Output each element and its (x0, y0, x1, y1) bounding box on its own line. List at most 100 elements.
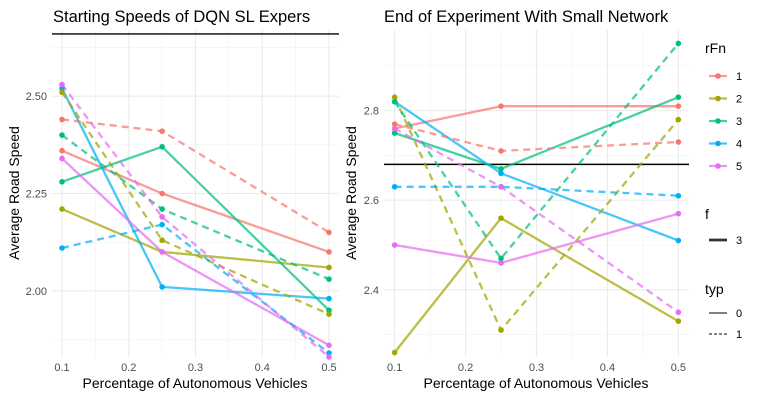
data-point-rfn-4 (391, 183, 398, 190)
data-point-rfn-2 (326, 264, 332, 271)
chart-title: Starting Speeds of DQN SL Expers (53, 8, 310, 26)
x-tick-label: 0.3 (188, 362, 203, 374)
data-point-rfn-5 (498, 260, 504, 266)
data-point-rfn-5 (59, 81, 65, 88)
legend-label-typ: 0 (736, 308, 742, 320)
legend-key-point (715, 95, 721, 102)
legend-label-rfn: 3 (736, 116, 742, 128)
data-point-rfn-2 (675, 116, 682, 123)
chart-panel-end-of-experiment: 0.1 0.2 0.3 0.4 0.5 2.4 2.6 2.8 End of Experime… (343, 8, 689, 391)
legend-typ-items: 01 (709, 308, 742, 341)
data-point-rfn-5 (391, 242, 398, 248)
data-point-rfn-3 (391, 130, 398, 136)
data-point-rfn-3 (159, 206, 165, 212)
data-point-rfn-2 (159, 237, 165, 244)
tick-labels: 0.1 0.2 0.3 0.4 0.5 2.4 2.6 2.8 (364, 106, 686, 374)
data-point-rfn-2 (326, 311, 332, 317)
legend-key-point (715, 73, 721, 79)
data-point-rfn-2 (498, 327, 504, 333)
chart-title: End of Experiment With Small Network (384, 8, 669, 26)
legend-rfn-items: 1 2 3 4 5 (709, 71, 742, 173)
legend-label-rfn: 2 (736, 94, 742, 106)
data-point-rfn-1 (59, 147, 65, 154)
x-tick-label: 0.5 (671, 362, 686, 374)
x-axis-title: Percentage of Autonomous Vehicles (83, 375, 308, 391)
data-point-rfn-5 (326, 342, 332, 349)
legend-label-rfn: 1 (736, 71, 742, 83)
data-point-rfn-2 (391, 349, 398, 356)
data-point-rfn-3 (391, 98, 398, 105)
data-point-rfn-4 (159, 284, 165, 290)
series-group (391, 40, 682, 356)
data-point-rfn-3 (326, 276, 332, 282)
legend-key-point (715, 118, 721, 124)
series-line-rfn-3-typ-1 (393, 42, 680, 260)
data-point-rfn-4 (326, 350, 332, 356)
x-tick-label: 0.2 (458, 362, 473, 374)
data-point-rfn-4 (675, 237, 682, 244)
legend-title-f: f (705, 206, 709, 222)
data-point-rfn-3 (59, 179, 65, 185)
data-point-rfn-1 (59, 116, 65, 123)
legend-f-items: 3 (709, 235, 742, 247)
data-point-rfn-4 (159, 221, 165, 228)
data-point-rfn-5 (391, 125, 398, 132)
data-point-rfn-1 (326, 229, 332, 236)
series-line-rfn-2-typ-1 (61, 91, 330, 316)
y-axis-title: Average Road Speed (6, 126, 22, 260)
chart-panel-starting-speeds: 0.1 0.2 0.3 0.4 0.5 2.00 2.25 2.50 Starting Spe… (6, 8, 339, 391)
data-point-rfn-1 (159, 128, 165, 135)
x-tick-label: 0.1 (387, 362, 402, 374)
x-tick-label: 0.2 (121, 362, 136, 374)
data-point-rfn-3 (159, 143, 165, 150)
data-point-rfn-3 (326, 307, 332, 314)
data-point-rfn-1 (326, 249, 332, 255)
data-point-rfn-5 (675, 309, 682, 316)
legend-label-rfn: 5 (736, 161, 742, 173)
legend-label-typ: 1 (736, 329, 742, 341)
y-tick-label: 2.50 (26, 91, 47, 103)
data-point-rfn-2 (391, 94, 398, 100)
data-point-rfn-2 (59, 89, 65, 96)
data-point-rfn-3 (675, 40, 682, 47)
x-tick-label: 0.4 (600, 362, 615, 374)
data-point-rfn-4 (675, 192, 682, 199)
legend-key-point (715, 140, 721, 147)
data-point-rfn-1 (391, 121, 398, 127)
x-axis-title: Percentage of Autonomous Vehicles (424, 375, 649, 391)
y-tick-label: 2.00 (26, 286, 47, 298)
y-tick-label: 2.25 (26, 189, 47, 201)
legend-label-rfn: 4 (736, 139, 742, 151)
series-group (59, 81, 332, 360)
data-point-rfn-2 (59, 206, 65, 212)
x-tick-label: 0.3 (529, 362, 544, 374)
data-point-rfn-4 (59, 85, 65, 92)
data-point-rfn-3 (498, 166, 504, 172)
y-tick-label: 2.8 (364, 106, 379, 118)
y-axis-title: Average Road Speed (343, 126, 359, 260)
data-point-rfn-5 (675, 210, 682, 217)
tick-labels: 0.1 0.2 0.3 0.4 0.5 2.00 2.25 2.50 (26, 91, 337, 374)
x-tick-label: 0.4 (255, 362, 270, 374)
legend-key-point (715, 163, 721, 169)
data-point-rfn-1 (675, 103, 682, 109)
data-point-rfn-3 (675, 94, 682, 100)
data-point-rfn-1 (498, 103, 504, 109)
legend-title-typ: typ (705, 281, 724, 297)
data-point-rfn-5 (326, 354, 332, 360)
data-point-rfn-1 (498, 148, 504, 154)
data-point-rfn-5 (159, 249, 165, 255)
data-point-rfn-1 (159, 190, 165, 197)
data-point-rfn-1 (675, 139, 682, 145)
data-point-rfn-5 (159, 214, 165, 220)
y-tick-label: 2.4 (364, 285, 379, 297)
data-point-rfn-2 (498, 215, 504, 221)
data-point-rfn-4 (59, 245, 65, 251)
data-point-rfn-5 (498, 183, 504, 190)
data-point-rfn-3 (498, 255, 504, 262)
legend-label-f: 3 (736, 235, 742, 247)
data-point-rfn-4 (498, 170, 504, 177)
x-tick-label: 0.1 (54, 362, 69, 374)
